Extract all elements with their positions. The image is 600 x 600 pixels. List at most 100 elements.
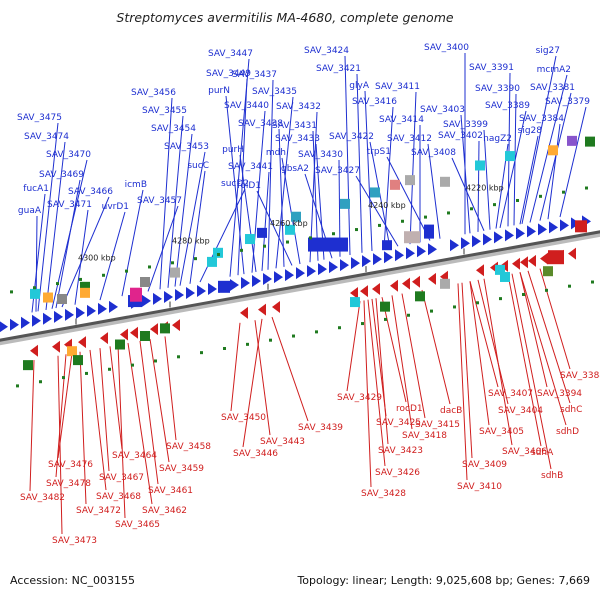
- reverse-gene-label[interactable]: SAV_3482: [20, 493, 65, 503]
- reverse-gene-arrow[interactable]: [390, 280, 398, 292]
- reverse-gene-label[interactable]: SAV_3446: [233, 449, 278, 459]
- reverse-gene-arrow[interactable]: [402, 278, 410, 290]
- forward-gene-label[interactable]: SAV_3390: [475, 84, 520, 94]
- forward-gene-label[interactable]: guaA: [18, 206, 42, 216]
- forward-gene-arrow[interactable]: [10, 319, 19, 331]
- reverse-gene-label[interactable]: SAV_3462: [142, 506, 187, 516]
- forward-gene-label[interactable]: SAV_3432: [276, 102, 321, 112]
- forward-gene-label[interactable]: SAV_3441: [228, 162, 273, 172]
- reverse-gene-arrow[interactable]: [120, 329, 128, 341]
- forward-gene-arrow[interactable]: [76, 307, 85, 319]
- forward-gene-arrow[interactable]: [373, 253, 382, 265]
- reverse-gene-arrow[interactable]: [360, 285, 368, 297]
- forward-gene-label[interactable]: SAV_3433: [275, 134, 320, 144]
- reverse-gene-label[interactable]: SAV_3464: [112, 451, 157, 461]
- reverse-gene-arrow[interactable]: [568, 248, 576, 260]
- forward-gene-label[interactable]: SAV_3411: [375, 82, 420, 92]
- forward-gene-label[interactable]: SAV_3422: [329, 132, 374, 142]
- forward-gene-arrow[interactable]: [65, 309, 74, 321]
- forward-gene-arrow[interactable]: [538, 223, 547, 235]
- forward-gene-label[interactable]: SAV_3435: [252, 87, 297, 97]
- forward-gene-label[interactable]: SAV_3431: [272, 121, 317, 131]
- reverse-gene-label[interactable]: SAV_3467: [99, 473, 144, 483]
- forward-gene-arrow[interactable]: [472, 235, 481, 247]
- forward-gene-label[interactable]: SAV_3447: [208, 49, 253, 59]
- forward-gene-arrow[interactable]: [483, 233, 492, 245]
- forward-gene-arrow[interactable]: [461, 237, 470, 249]
- forward-gene-arrow[interactable]: [32, 315, 41, 327]
- reverse-gene-label[interactable]: sdhC: [560, 405, 582, 415]
- forward-gene-label[interactable]: glyA: [349, 81, 370, 91]
- forward-gene-arrow[interactable]: [549, 221, 558, 233]
- forward-gene-arrow[interactable]: [164, 291, 173, 303]
- forward-gene-arrow[interactable]: [98, 303, 107, 315]
- forward-gene-label[interactable]: SAV_3416: [352, 97, 397, 107]
- gene-block[interactable]: [575, 220, 587, 232]
- forward-gene-arrow[interactable]: [0, 321, 8, 333]
- forward-gene-arrow[interactable]: [153, 293, 162, 305]
- reverse-gene-label[interactable]: SAV_3476: [48, 460, 93, 470]
- reverse-gene-arrow[interactable]: [30, 345, 38, 357]
- forward-gene-label[interactable]: SAV_3453: [164, 142, 209, 152]
- gene-block[interactable]: [424, 225, 434, 239]
- forward-gene-label[interactable]: icmB: [125, 180, 147, 190]
- gene-block[interactable]: [382, 240, 392, 250]
- forward-gene-label[interactable]: nagZ2: [483, 134, 512, 144]
- forward-gene-arrow[interactable]: [230, 279, 239, 291]
- forward-gene-label[interactable]: SAV_3437: [232, 70, 277, 80]
- forward-gene-label[interactable]: SAV_3414: [379, 115, 424, 125]
- reverse-gene-label[interactable]: sdhB: [541, 471, 563, 481]
- reverse-gene-label[interactable]: SAV_3394: [537, 389, 582, 399]
- reverse-gene-label[interactable]: SAV_3415: [415, 420, 460, 430]
- forward-gene-arrow[interactable]: [527, 225, 536, 237]
- forward-gene-arrow[interactable]: [208, 283, 217, 295]
- reverse-gene-arrow[interactable]: [78, 336, 86, 348]
- forward-gene-label[interactable]: uvrD1: [102, 202, 129, 212]
- forward-gene-label[interactable]: gbsA2: [281, 164, 309, 174]
- reverse-gene-label[interactable]: dacB: [440, 406, 462, 416]
- forward-gene-label[interactable]: SAV_3421: [316, 64, 361, 74]
- forward-gene-arrow[interactable]: [450, 239, 459, 251]
- reverse-gene-label[interactable]: SAV_3410: [457, 482, 502, 492]
- forward-gene-label[interactable]: SAV_3455: [142, 106, 187, 116]
- reverse-gene-arrow[interactable]: [428, 273, 436, 285]
- forward-gene-arrow[interactable]: [384, 251, 393, 263]
- reverse-gene-label[interactable]: SAV_3423: [378, 446, 423, 456]
- reverse-gene-arrow[interactable]: [476, 264, 484, 276]
- forward-gene-label[interactable]: SAV_3412: [387, 134, 432, 144]
- forward-gene-arrow[interactable]: [241, 277, 250, 289]
- reverse-gene-arrow[interactable]: [100, 332, 108, 344]
- reverse-gene-label[interactable]: SAV_3461: [148, 486, 193, 496]
- reverse-gene-label[interactable]: sdhA: [531, 448, 554, 458]
- reverse-gene-label[interactable]: SAV_3418: [402, 431, 447, 441]
- forward-gene-arrow[interactable]: [186, 287, 195, 299]
- forward-gene-label[interactable]: SAV_3457: [137, 196, 182, 206]
- forward-gene-arrow[interactable]: [505, 229, 514, 241]
- forward-gene-label[interactable]: SAV_3475: [17, 113, 62, 123]
- forward-gene-label[interactable]: SAV_3389: [485, 101, 530, 111]
- forward-gene-label[interactable]: SAV_3427: [315, 166, 360, 176]
- reverse-gene-label[interactable]: SAV_3429: [337, 393, 382, 403]
- forward-gene-label[interactable]: SAV_3379: [545, 97, 590, 107]
- forward-gene-label[interactable]: SAV_3400: [424, 43, 469, 53]
- forward-gene-arrow[interactable]: [296, 267, 305, 279]
- reverse-gene-label[interactable]: rocD1: [396, 404, 423, 414]
- forward-gene-label[interactable]: SAV_3424: [304, 46, 349, 56]
- reverse-gene-label[interactable]: SAV_3458: [166, 442, 211, 452]
- reverse-gene-label[interactable]: SAV_3450: [221, 413, 266, 423]
- forward-gene-arrow[interactable]: [362, 255, 371, 267]
- reverse-gene-arrow[interactable]: [172, 319, 180, 331]
- forward-gene-arrow[interactable]: [560, 219, 569, 231]
- forward-gene-arrow[interactable]: [516, 227, 525, 239]
- forward-gene-label[interactable]: SAV_3466: [68, 187, 113, 197]
- forward-gene-label[interactable]: SAV_3469: [39, 170, 84, 180]
- forward-gene-label[interactable]: SAV_3440: [224, 101, 269, 111]
- reverse-gene-arrow[interactable]: [412, 276, 420, 288]
- reverse-gene-label[interactable]: SAV_3468: [96, 492, 141, 502]
- gene-block[interactable]: [130, 288, 142, 302]
- forward-gene-arrow[interactable]: [340, 259, 349, 271]
- reverse-gene-label[interactable]: SAV_3439: [298, 423, 343, 433]
- forward-gene-label[interactable]: SAV_3474: [24, 132, 69, 142]
- reverse-gene-arrow[interactable]: [150, 323, 158, 335]
- gene-block[interactable]: [308, 238, 348, 252]
